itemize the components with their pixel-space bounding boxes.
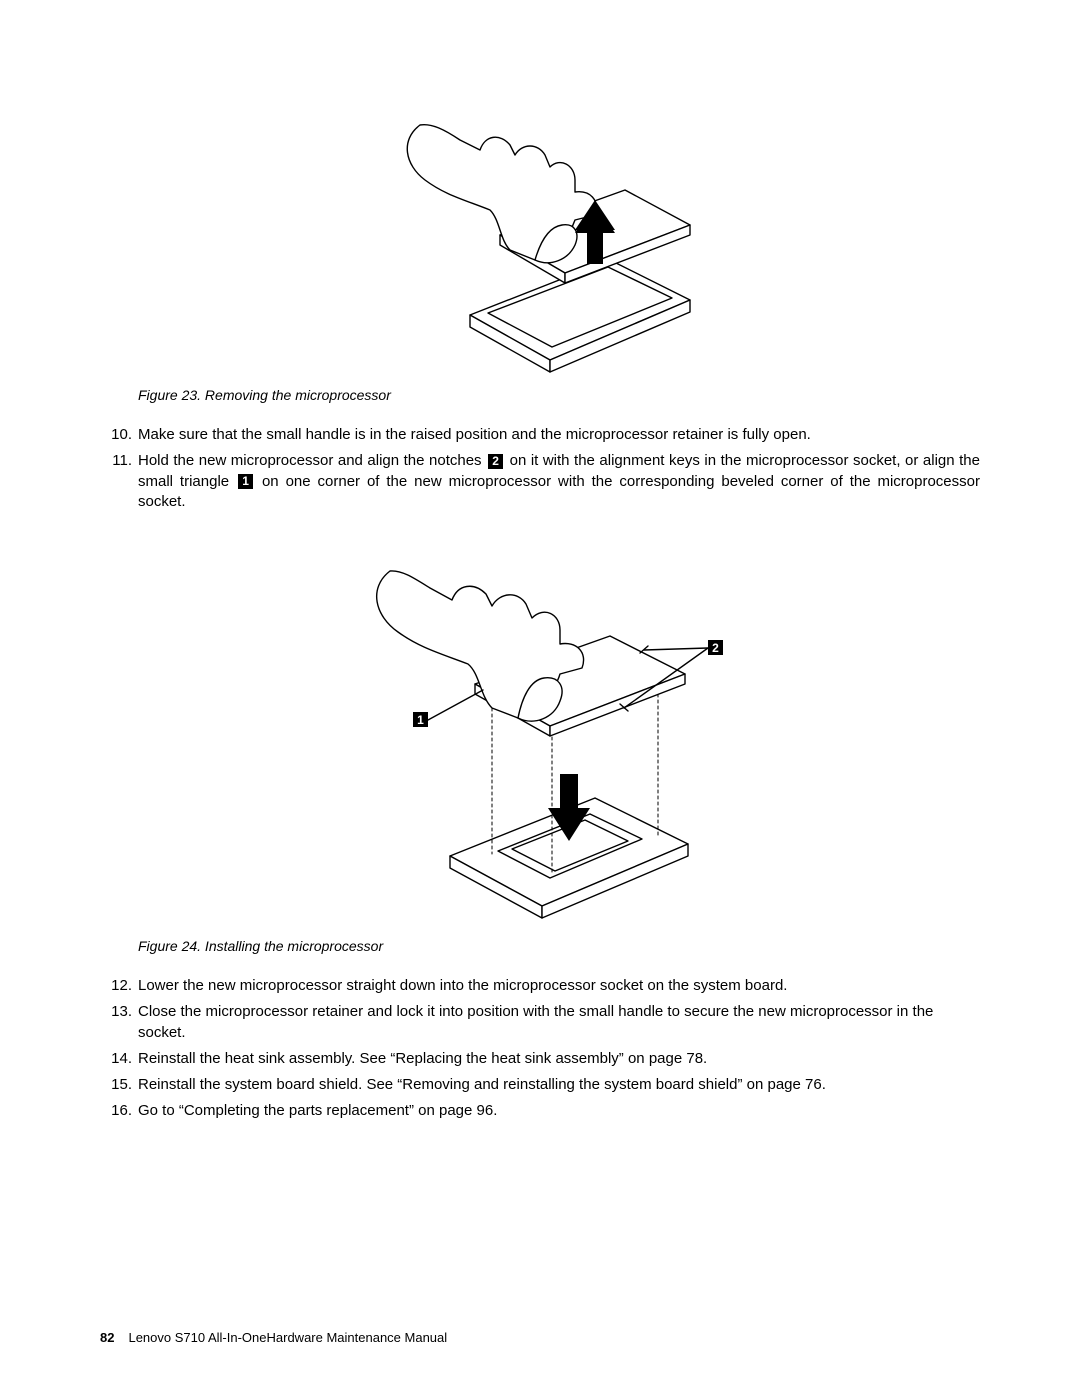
installing-svg: 1 2	[320, 536, 760, 926]
step-number: 13.	[100, 1002, 138, 1043]
text-part: on one corner of the new microprocessor …	[138, 473, 980, 510]
step-number: 16.	[100, 1101, 138, 1121]
callout-2-label: 2	[712, 641, 719, 655]
figure24-caption: Figure 24. Installing the microprocessor	[138, 938, 980, 954]
step-text: Close the microprocessor retainer and lo…	[138, 1002, 980, 1043]
step-text: Make sure that the small handle is in th…	[138, 425, 980, 445]
removing-svg	[350, 85, 730, 375]
step-list-2: 12. Lower the new microprocessor straigh…	[100, 976, 980, 1122]
page-footer: 82 Lenovo S710 All-In-OneHardware Mainten…	[100, 1330, 447, 1345]
step-number: 11.	[100, 451, 138, 512]
manual-title: Lenovo S710 All-In-OneHardware Maintenan…	[128, 1330, 447, 1345]
step-text: Reinstall the system board shield. See “…	[138, 1075, 980, 1095]
figure23-caption: Figure 23. Removing the microprocessor	[138, 387, 980, 403]
callout-2-inline: 2	[488, 454, 503, 469]
step-list-1: 10. Make sure that the small handle is i…	[100, 425, 980, 512]
figure-removing	[100, 85, 980, 375]
step-text: Reinstall the heat sink assembly. See “R…	[138, 1049, 980, 1069]
step-15: 15. Reinstall the system board shield. S…	[100, 1075, 980, 1095]
page-number: 82	[100, 1330, 114, 1345]
step-13: 13. Close the microprocessor retainer an…	[100, 1002, 980, 1043]
step-number: 12.	[100, 976, 138, 996]
step-number: 10.	[100, 425, 138, 445]
step-number: 15.	[100, 1075, 138, 1095]
step-16: 16. Go to “Completing the parts replacem…	[100, 1101, 980, 1121]
step-text: Lower the new microprocessor straight do…	[138, 976, 980, 996]
step-11: 11. Hold the new microprocessor and alig…	[100, 451, 980, 512]
text-part: Hold the new microprocessor and align th…	[138, 452, 486, 469]
step-number: 14.	[100, 1049, 138, 1069]
step-12: 12. Lower the new microprocessor straigh…	[100, 976, 980, 996]
step-14: 14. Reinstall the heat sink assembly. Se…	[100, 1049, 980, 1069]
figure-installing: 1 2	[100, 536, 980, 926]
step-10: 10. Make sure that the small handle is i…	[100, 425, 980, 445]
callout-1-label: 1	[417, 713, 424, 727]
step-text: Hold the new microprocessor and align th…	[138, 451, 980, 512]
callout-1-inline: 1	[238, 474, 253, 489]
step-text: Go to “Completing the parts replacement”…	[138, 1101, 980, 1121]
